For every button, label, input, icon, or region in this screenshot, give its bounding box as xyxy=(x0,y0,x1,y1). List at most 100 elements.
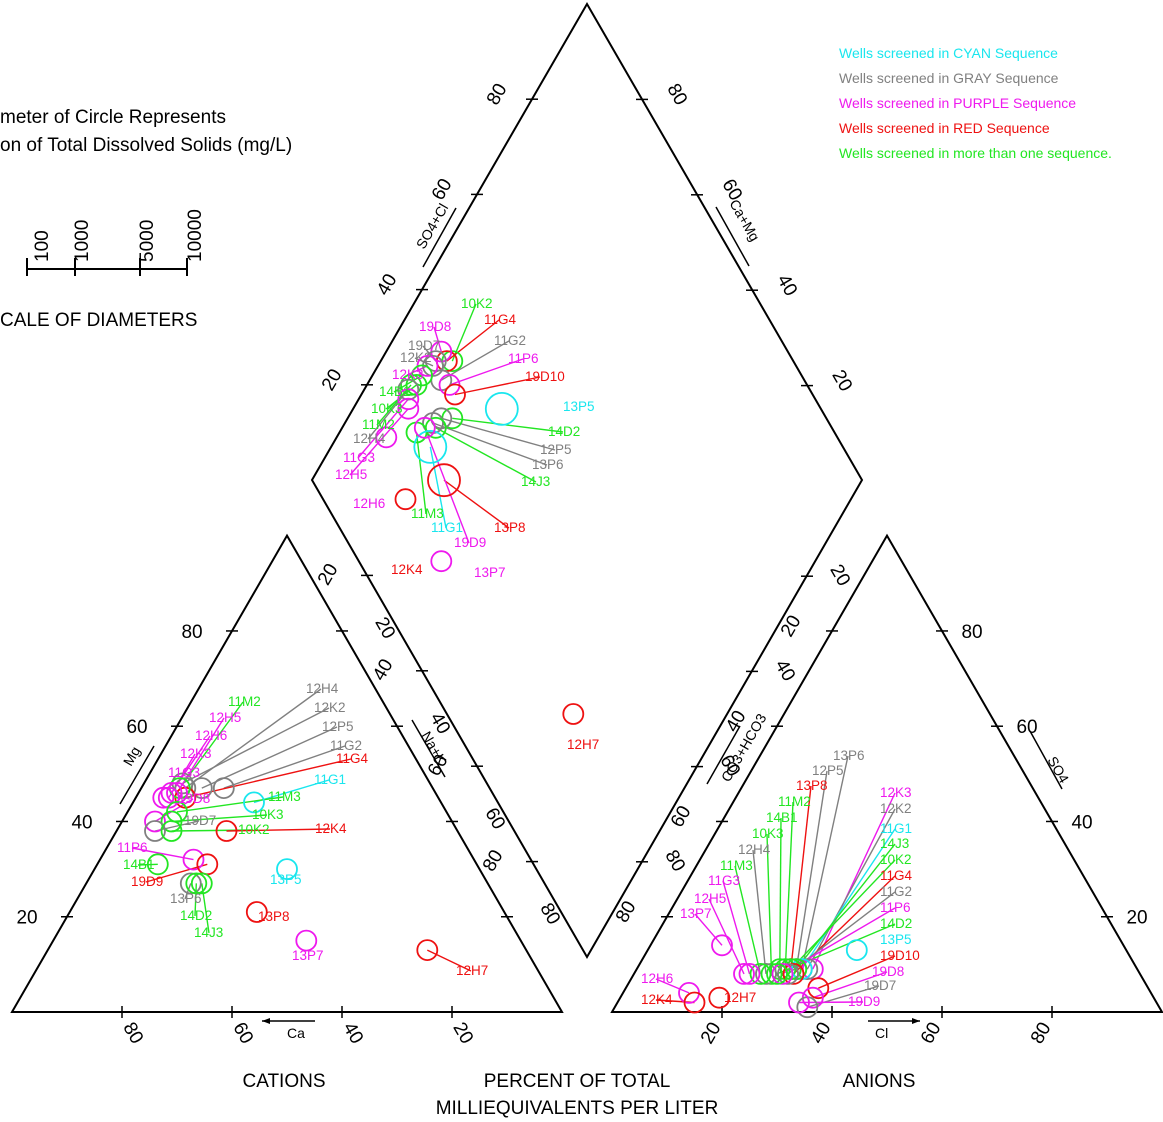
cation-leader-12K4 xyxy=(226,828,331,832)
scale-tick-5000: 5000 xyxy=(137,220,158,262)
cation-leader-14D2 xyxy=(194,883,197,917)
diamond-label-11P6: 11P6 xyxy=(508,351,539,366)
camg-20-tick-label: 20 xyxy=(827,366,856,395)
mg-80-tick-label: 80 xyxy=(181,622,202,643)
cation-label-11M2: 11M2 xyxy=(228,694,261,709)
diamond-label-14D2: 14D2 xyxy=(548,424,580,439)
cation-label-13P7: 13P7 xyxy=(292,948,324,963)
cation-label-11P6: 11P6 xyxy=(117,840,148,855)
cation-label-11G4: 11G4 xyxy=(336,751,369,766)
anion-leader-12H4 xyxy=(752,849,767,974)
anion-leader-11M3 xyxy=(734,865,762,975)
mg-60-tick-label: 60 xyxy=(126,717,147,738)
diamond-marker-19D9 xyxy=(413,416,436,439)
diamond-label-13P7: 13P7 xyxy=(474,565,506,580)
cation-leader-11G2 xyxy=(223,745,346,789)
cation-label-19D8: 19D8 xyxy=(178,791,210,806)
cation-label-13P8: 13P8 xyxy=(258,909,290,924)
ca-40-tick-label: 40 xyxy=(338,1019,367,1048)
diamond-marker-11G3 xyxy=(397,388,420,411)
hco3-20-tick-label: 20 xyxy=(777,612,806,641)
ca-axis-title: Ca xyxy=(287,1025,305,1041)
anion-leader-11M2 xyxy=(784,801,794,970)
dhco3-80-tick-label: 80 xyxy=(660,847,689,876)
diamond-leader-14J3 xyxy=(435,427,537,483)
diamond-label-13P6: 13P6 xyxy=(532,457,564,472)
dhco3-40-tick-label: 40 xyxy=(770,656,799,685)
diamond-leader-13P6 xyxy=(432,422,548,466)
hco3-80-tick-label: 80 xyxy=(612,898,641,927)
diamond-leader-12H5 xyxy=(349,408,409,476)
cation-marker-13P5 xyxy=(276,858,298,880)
cation-label-11G2: 11G2 xyxy=(330,738,362,753)
cation-marker-11G1 xyxy=(243,791,265,814)
scale-note-line1: meter of Circle Represents xyxy=(0,107,226,128)
cation-label-12P5: 12P5 xyxy=(322,719,354,734)
cation-label-12H5: 12H5 xyxy=(209,710,241,725)
cation-label-14D2: 14D2 xyxy=(180,908,212,923)
ca-80-tick-label: 80 xyxy=(118,1019,147,1048)
cation-leader-12K3 xyxy=(168,753,196,799)
diamond-label-19D9: 19D9 xyxy=(454,535,486,550)
diamond-marker-11G1 xyxy=(413,429,448,464)
anion-leader-14D2 xyxy=(776,923,896,975)
mg-axis-title: Mg xyxy=(120,744,144,769)
anion-label-13P6: 13P6 xyxy=(833,748,865,763)
cation-label-12H4: 12H4 xyxy=(306,681,339,696)
anion-label-12H5: 12H5 xyxy=(694,891,726,906)
anion-label-11M2: 11M2 xyxy=(778,794,811,809)
cation-marker-13P8 xyxy=(245,901,268,923)
diamond-leader-19D8 xyxy=(433,326,442,352)
cation-leader-12H4 xyxy=(184,688,322,789)
anion-marker-11G4 xyxy=(782,963,805,985)
cation-marker-12K4 xyxy=(215,820,238,842)
diamond-leader-11P6 xyxy=(449,358,524,386)
diamond-label-12H5: 12H5 xyxy=(335,467,367,482)
diamond-field xyxy=(310,2,864,960)
cation-leader-13P6 xyxy=(184,883,192,900)
data-labels: 12H412K212P511G211G411G111M212H512H612K3… xyxy=(117,296,920,1009)
legend: Wells screened in CYAN Sequence Wells sc… xyxy=(839,45,1112,161)
dnak-20-tick-label: 20 xyxy=(314,560,343,589)
diamond-label-11M2: 11M2 xyxy=(362,417,395,432)
diagram-frame xyxy=(10,2,1163,1013)
anion-marker-13P5 xyxy=(845,939,868,961)
diamond-marker-13P5 xyxy=(484,391,519,426)
cation-label-11G3: 11G3 xyxy=(168,765,200,780)
percent-label-line1: PERCENT OF TOTAL xyxy=(484,1071,671,1092)
diamond-label-14J3: 14J3 xyxy=(521,474,550,489)
anions-label: ANIONS xyxy=(843,1071,916,1092)
cation-leader-11G4 xyxy=(185,758,352,799)
cation-label-13P5: 13P5 xyxy=(270,872,302,887)
cation-marker-14J3 xyxy=(190,872,213,895)
cation-leader-12K2 xyxy=(182,707,330,785)
scale-note-line2: on of Total Dissolved Solids (mg/L) xyxy=(0,135,292,156)
cation-label-12K3: 12K3 xyxy=(180,746,212,761)
diamond-label-11G3: 11G3 xyxy=(343,450,375,465)
anion-label-14D2: 14D2 xyxy=(880,916,912,931)
diamond-label-19D8: 19D8 xyxy=(419,319,451,334)
anion-marker-14D2 xyxy=(766,963,788,985)
diamond-label-10K3: 10K3 xyxy=(371,401,403,416)
so4cl-80-tick-label: 80 xyxy=(483,80,512,109)
anion-label-12H7: 12H7 xyxy=(724,990,756,1005)
diamond-leader-11M2 xyxy=(376,384,412,426)
cation-label-10K3: 10K3 xyxy=(252,807,284,822)
cation-label-11G1: 11G1 xyxy=(314,772,346,787)
anion-leader-11G3 xyxy=(722,880,751,975)
cl-40-tick-label: 40 xyxy=(807,1019,836,1048)
cation-label-12H6: 12H6 xyxy=(195,728,227,743)
anion-label-12K2: 12K2 xyxy=(880,801,912,816)
anion-label-11P6: 11P6 xyxy=(880,900,911,915)
cl-axis-title: Cl xyxy=(875,1025,888,1041)
dhco3-20-tick-label: 20 xyxy=(825,561,854,590)
anion-marker-12H4 xyxy=(755,963,777,985)
anion-marker-12H5 xyxy=(733,963,755,985)
nak-20-tick-label: 20 xyxy=(370,614,399,643)
cation-marker-14D2 xyxy=(185,872,208,895)
diamond-marker-13P7 xyxy=(430,550,453,573)
anion-label-12K4: 12K4 xyxy=(641,992,673,1007)
diamond-leader-19D10 xyxy=(454,376,541,396)
anion-label-13P8: 13P8 xyxy=(796,778,828,793)
anion-leader-14J3 xyxy=(795,843,896,970)
